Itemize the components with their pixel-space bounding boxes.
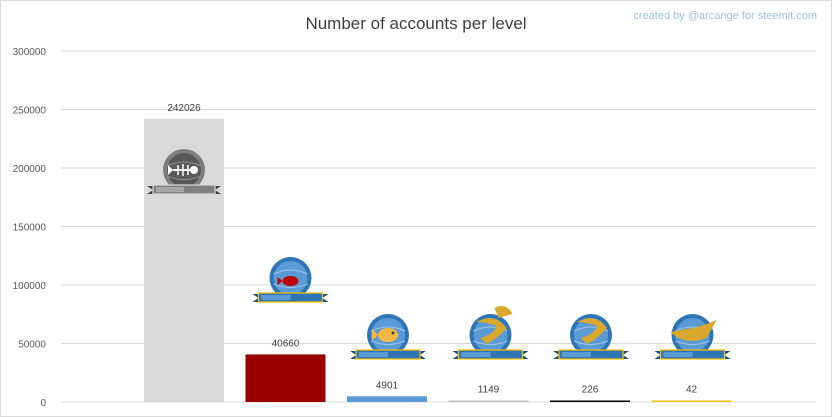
minnow-icon [252,257,329,303]
plankton-icon [147,149,221,195]
data-label: 42 [686,385,698,396]
bar [245,354,326,402]
y-tick-label: 250000 [13,106,47,117]
dolphin-small-icon [350,314,426,360]
y-tick-label: 0 [40,398,46,409]
whale-icon [654,314,731,360]
chart-title: Number of accounts per level [305,14,526,33]
bar [651,400,732,402]
y-tick-label: 50000 [18,340,46,351]
data-label: 4901 [376,380,399,391]
data-label: 242026 [167,103,201,114]
y-tick-label: 200000 [13,164,47,175]
bar [347,396,427,402]
y-tick-label: 150000 [13,223,47,234]
y-axis: 0 50000 100000 150000 200000 250000 300000 [13,47,47,409]
data-label: 226 [582,385,599,396]
dolphin-icon [452,306,529,360]
data-labels: 242026 40660 4901 1149 226 42 [167,103,697,396]
y-tick-label: 300000 [13,47,47,58]
bar [550,400,630,402]
bar [448,400,529,402]
bars [144,118,732,402]
level-icons [147,149,731,360]
data-label: 40660 [272,338,300,349]
y-tick-label: 100000 [13,281,47,292]
data-label: 1149 [478,385,500,396]
orca-icon [553,314,629,360]
credit-text: created by @arcange for steemit.com [633,10,817,22]
